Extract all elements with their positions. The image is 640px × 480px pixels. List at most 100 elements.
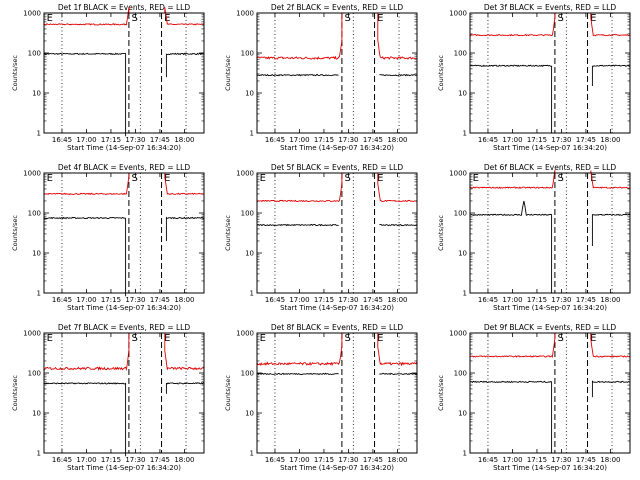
x-tick-label: 18:00 [600,296,620,304]
panel-title: Det 2f BLACK = Events, RED = LLD [271,3,404,12]
x-tick-label: 16:45 [265,296,285,304]
event-marker-s: S [345,173,351,184]
y-axis-label: Counts/sec [437,215,445,251]
series-lld [43,6,205,26]
x-tick-label: 17:15 [527,136,547,144]
x-tick-label: 18:00 [174,136,194,144]
series-line [256,73,339,77]
y-axis-label: Counts/sec [11,375,19,411]
event-marker-e: E [590,13,596,24]
x-axis-label: Start Time (14-Sep-07 16:34:20) [493,144,607,152]
plot-frame [43,332,205,454]
event-marker-e: E [260,333,266,344]
event-marker-e: E [164,13,170,24]
x-tick-label: 16:45 [478,456,498,464]
x-axis-label: Start Time (14-Sep-07 16:34:20) [67,304,181,312]
panel-det-2: Det 2f BLACK = Events, RED = LLD 16:45 17:… [224,3,418,152]
series-events [256,223,418,227]
x-tick-label: 17:00 [502,136,522,144]
series-lld [43,173,205,196]
series-line [164,7,205,26]
panel-det-6: Det 6f BLACK = Events, RED = LLD 16:45 17:… [437,163,631,312]
x-tick-label: 17:30 [551,456,571,464]
y-tick-label: 100 [454,370,467,378]
panel-title: Det 5f BLACK = Events, RED = LLD [271,163,404,172]
y-axis-label: Counts/sec [224,215,232,251]
x-tick-label: 17:45 [150,296,170,304]
series-line [256,223,339,227]
series-lld [256,13,418,61]
x-tick-label: 16:45 [52,296,72,304]
x-axis-label: Start Time (14-Sep-07 16:34:20) [280,304,394,312]
event-marker-e: E [260,173,266,184]
plot-frame [469,332,631,454]
series-line [164,333,205,371]
series-line [256,173,343,203]
panel-title: Det 7f BLACK = Events, RED = LLD [58,323,191,332]
event-marker-s: S [132,173,138,184]
x-axis-label: Start Time (14-Sep-07 16:34:20) [493,464,607,472]
x-tick-label: 17:15 [314,136,334,144]
series-line [377,13,418,61]
y-tick-label: 1 [463,130,467,138]
x-axis-label: Start Time (14-Sep-07 16:34:20) [67,144,181,152]
y-tick-label: 1 [463,450,467,458]
event-marker-s: S [132,333,138,344]
series-line [43,52,127,137]
x-tick-label: 17:45 [576,456,596,464]
event-marker-e: E [377,333,383,344]
x-tick-label: 17:45 [363,136,383,144]
plot-frame [256,172,418,294]
y-tick-label: 100 [28,50,41,58]
y-tick-label: 1000 [23,10,41,18]
series-events [256,372,418,376]
event-marker-s: S [558,13,564,24]
x-tick-label: 17:45 [150,136,170,144]
x-tick-label: 18:00 [387,136,407,144]
y-tick-label: 1000 [449,330,467,338]
y-tick-label: 10 [32,410,41,418]
event-marker-e: E [590,173,596,184]
x-tick-label: 17:00 [502,296,522,304]
series-events [43,216,205,297]
y-tick-label: 1000 [236,170,254,178]
plot-frame [469,172,631,294]
x-tick-label: 17:30 [125,296,145,304]
y-tick-label: 10 [32,250,41,258]
plot-frame [43,172,205,294]
y-tick-label: 1 [463,290,467,298]
panel-title: Det 3f BLACK = Events, RED = LLD [484,3,617,12]
y-tick-label: 10 [245,90,254,98]
plot-frame [43,12,205,134]
event-marker-s: S [345,333,351,344]
x-tick-label: 17:00 [76,456,96,464]
x-tick-label: 17:30 [338,456,358,464]
x-axis-label: Start Time (14-Sep-07 16:34:20) [280,144,394,152]
series-events [43,382,205,457]
series-line [469,169,556,189]
y-tick-label: 1 [37,450,41,458]
x-tick-label: 17:30 [551,296,571,304]
series-line [256,333,343,367]
y-tick-label: 10 [458,250,467,258]
event-marker-e: E [377,13,383,24]
panel-det-1: Det 1f BLACK = Events, RED = LLD 16:45 17:… [11,3,205,152]
x-tick-label: 17:30 [551,136,571,144]
panel-det-7: Det 7f BLACK = Events, RED = LLD 16:45 17:… [11,323,205,472]
y-axis-label: Counts/sec [437,375,445,411]
x-axis-label: Start Time (14-Sep-07 16:34:20) [493,304,607,312]
y-tick-label: 100 [241,370,254,378]
event-marker-e: E [47,173,53,184]
event-marker-s: S [132,13,138,24]
x-tick-label: 17:30 [125,456,145,464]
series-line [469,333,556,358]
series-line [469,13,556,37]
x-tick-label: 16:45 [478,296,498,304]
y-tick-label: 100 [241,50,254,58]
series-line [256,372,339,376]
x-tick-label: 17:15 [314,296,334,304]
y-axis-label: Counts/sec [224,375,232,411]
y-tick-label: 1000 [23,330,41,338]
series-lld [469,13,631,37]
series-line [469,380,553,453]
